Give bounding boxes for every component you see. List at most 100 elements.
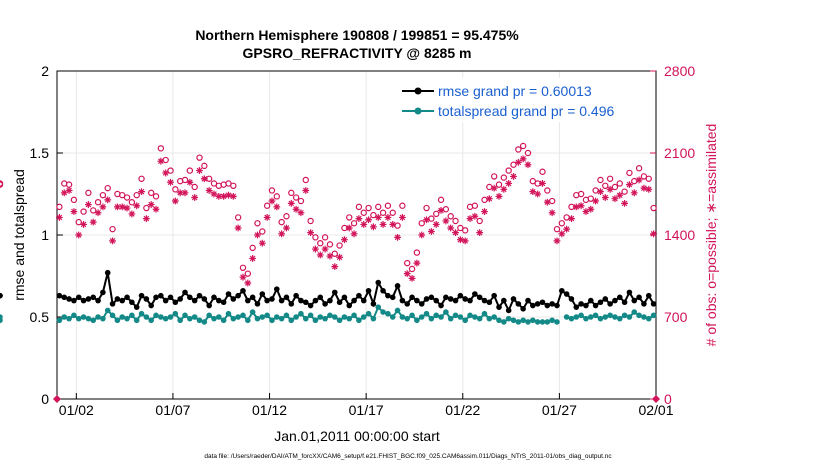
possible-obs-point xyxy=(288,189,295,197)
rmse-point xyxy=(592,302,599,309)
totalspread-point xyxy=(75,315,82,322)
rmse-point xyxy=(394,283,401,289)
totalspread-point xyxy=(109,312,116,319)
rmse-point xyxy=(389,294,396,301)
x-tick-label: 01/27 xyxy=(542,402,577,418)
totalspread-point xyxy=(370,315,377,322)
totalspread-point xyxy=(650,312,657,319)
possible-obs-point xyxy=(268,187,276,194)
possible-obs-point xyxy=(423,204,430,212)
totalspread-point xyxy=(612,314,618,320)
rmse-point xyxy=(549,301,555,307)
rmse-point xyxy=(616,294,623,301)
y-tick-label: 1 xyxy=(41,227,49,243)
rmse-point xyxy=(187,294,193,301)
y2-axis-ticks: 0 700 1400 2100 2800 xyxy=(650,63,695,407)
possible-obs-point xyxy=(80,208,87,215)
totalspread-point xyxy=(346,315,353,322)
rmse-point xyxy=(438,302,444,309)
rmse-point xyxy=(505,307,512,314)
assimilated-obs-point xyxy=(568,215,575,222)
totalspread-point xyxy=(327,312,333,319)
rmse-point xyxy=(636,294,642,301)
footer-data-file: data file: /Users/raeder/DAI/ATM_forcXX/… xyxy=(204,453,612,460)
rmse-point xyxy=(225,291,232,297)
assimilated-obs-point xyxy=(384,214,392,221)
rmse-point xyxy=(650,301,657,307)
totalspread-point xyxy=(133,317,140,324)
rmse-point xyxy=(621,299,628,306)
totalspread-point xyxy=(167,314,174,320)
rmse-point xyxy=(612,297,618,304)
possible-obs-point xyxy=(147,189,155,197)
assimilated-obs-point xyxy=(519,155,527,163)
assimilated-obs-point xyxy=(104,196,112,204)
rmse-point xyxy=(481,297,488,304)
assimilated-obs-point xyxy=(403,270,411,278)
possible-obs-point xyxy=(85,189,92,197)
assimilated-obs-point xyxy=(490,184,498,192)
chart-title: Northern Hemisphere 190808 / 199851 = 95… xyxy=(195,27,519,43)
rmse-point xyxy=(602,296,609,302)
y2-tick-label: 2800 xyxy=(664,63,695,79)
totalspread-point xyxy=(592,312,599,319)
assimilated-obs-point xyxy=(326,252,334,260)
assimilated-obs-point xyxy=(539,180,546,187)
y2-axis-label: # of obs: o=possible; ∗=assimilated xyxy=(703,124,719,347)
possible-obs-point xyxy=(292,194,300,201)
rmse-point xyxy=(129,299,135,306)
rmse-point xyxy=(539,299,546,306)
x-tick-label: 01/02 xyxy=(59,402,94,418)
rmse-point xyxy=(211,294,217,301)
rmse-point xyxy=(153,294,159,301)
assimilated-obs-point xyxy=(379,221,387,228)
assimilated-obs-point xyxy=(553,237,561,245)
rmse-point xyxy=(491,292,497,299)
assimilated-obs-point xyxy=(510,173,517,180)
totalspread-point xyxy=(172,310,179,317)
legend-box xyxy=(398,78,650,122)
assimilated-obs-point xyxy=(254,231,261,239)
possible-obs-point xyxy=(631,177,638,185)
totalspread-point xyxy=(85,315,92,322)
rmse-point xyxy=(322,301,328,307)
rmse-point xyxy=(467,297,473,304)
possible-obs-point xyxy=(355,203,363,211)
totalspread-point xyxy=(365,310,372,317)
totalspread-point xyxy=(636,312,642,319)
possible-obs-point xyxy=(379,209,387,216)
totalspread-point xyxy=(66,315,72,322)
possible-obs-point xyxy=(0,180,4,187)
assimilated-obs-point xyxy=(118,203,126,211)
totalspread-point xyxy=(462,317,468,324)
assimilated-obs-point xyxy=(601,194,609,201)
assimilated-obs-point xyxy=(524,161,532,169)
rmse-point xyxy=(457,292,464,299)
rmse-point xyxy=(245,297,251,304)
rmse-point xyxy=(182,289,188,296)
possible-obs-point xyxy=(259,228,266,235)
rmse-point xyxy=(583,302,589,309)
rmse-point xyxy=(645,292,652,299)
totalspread-point xyxy=(249,309,256,315)
x-tick-label: 01/22 xyxy=(445,402,480,418)
rmse-point xyxy=(85,296,92,302)
possible-obs-point xyxy=(606,175,614,182)
assimilated-obs-point xyxy=(505,180,513,187)
rmse-point xyxy=(114,296,121,302)
chart-subtitle: GPSRO_REFRACTIVITY @ 8285 m xyxy=(243,45,472,61)
possible-obs-point xyxy=(119,191,126,199)
assimilated-obs-point xyxy=(370,223,377,231)
possible-obs-point xyxy=(365,204,372,212)
totalspread-point xyxy=(269,317,275,324)
totalspread-point xyxy=(0,317,3,324)
y-tick-label: 1.5 xyxy=(30,145,50,161)
totalspread-point xyxy=(438,314,444,320)
assimilated-obs-point xyxy=(56,214,63,221)
possible-obs-point xyxy=(452,217,459,225)
assimilated-obs-point xyxy=(152,205,160,213)
totalspread-point xyxy=(71,312,77,319)
rmse-point xyxy=(573,304,580,310)
rmse-point xyxy=(365,287,372,294)
